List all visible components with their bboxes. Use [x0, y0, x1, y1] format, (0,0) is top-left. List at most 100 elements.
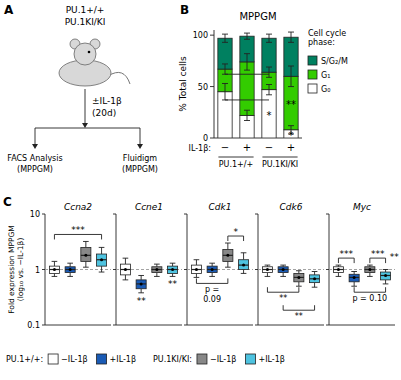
- treatment-label: (20d): [92, 108, 116, 118]
- error-cap: [288, 32, 294, 33]
- significance: **: [137, 296, 147, 306]
- whisker: [196, 260, 197, 265]
- whisker-cap: [209, 276, 215, 277]
- plot-area: [116, 258, 182, 293]
- whisker-cap: [280, 276, 286, 277]
- x-axis: [187, 325, 253, 326]
- bar-segment: [262, 90, 276, 138]
- whisker: [70, 263, 71, 267]
- panel-label: A: [4, 3, 14, 17]
- box: [65, 267, 75, 273]
- box: [333, 267, 343, 273]
- legend-entry: S/G₂/M: [321, 57, 348, 66]
- flow-arrow-head: [32, 144, 38, 149]
- box: [223, 249, 233, 261]
- whisker-cap: [99, 272, 105, 273]
- whisker-cap: [265, 276, 271, 277]
- significance: ***: [71, 225, 85, 235]
- median-dot: [297, 276, 300, 279]
- y-tick: [210, 35, 214, 36]
- box: [278, 267, 288, 273]
- significance: ***: [340, 249, 354, 259]
- legend-title: Cell cyclephase:: [308, 29, 346, 47]
- whisker-cap: [367, 276, 373, 277]
- whisker: [54, 261, 55, 266]
- x-tick-label: +: [287, 142, 295, 153]
- x-axis: [116, 325, 182, 326]
- text-line: (log₁₀ vs. −IL-1β): [16, 238, 25, 302]
- mouse-head: [74, 43, 96, 65]
- whisker-cap: [52, 261, 58, 262]
- y-tick: [255, 325, 258, 326]
- median-dot: [282, 268, 285, 271]
- y-tick: [113, 325, 116, 326]
- median-dot: [140, 282, 143, 285]
- median-line: [152, 269, 162, 270]
- whisker: [141, 275, 142, 279]
- x-axis: [45, 325, 111, 326]
- flow-arrow: [85, 89, 86, 124]
- whisker-cap: [225, 267, 231, 268]
- whisker: [314, 283, 315, 288]
- box: [207, 266, 217, 272]
- y-tick: [326, 325, 329, 326]
- median-line: [168, 269, 178, 270]
- reference-line: [45, 269, 111, 270]
- significance-bracket: [267, 287, 298, 292]
- genotype-label: PU.1KI/KI: [65, 17, 106, 27]
- error-cap: [266, 42, 272, 43]
- significance: *: [289, 130, 294, 141]
- x-tick-label: −: [265, 142, 273, 153]
- y-tick: [210, 138, 214, 139]
- median-line: [223, 255, 233, 256]
- x-axis: [329, 325, 395, 326]
- whisker: [125, 275, 126, 280]
- median-dot: [337, 268, 340, 271]
- y-tick: [184, 269, 187, 270]
- text-line: phase:: [308, 38, 335, 47]
- error-bar: [291, 66, 292, 87]
- y-tick: [184, 214, 187, 215]
- whisker-cap: [67, 276, 73, 277]
- legend-group-label: PU.1KI/KI:: [153, 355, 192, 364]
- whisker: [369, 273, 370, 277]
- median-line: [49, 269, 59, 270]
- whisker: [54, 273, 55, 276]
- significance-bracket: [283, 305, 314, 310]
- whisker-cap: [312, 287, 318, 288]
- whisker: [354, 282, 355, 286]
- error-cap: [266, 94, 272, 95]
- error-cap: [266, 77, 272, 78]
- significance: *: [233, 227, 238, 237]
- plot-area: [187, 243, 253, 277]
- legend-swatch: [308, 56, 317, 65]
- comparison-line: [225, 74, 269, 75]
- box: [136, 280, 146, 289]
- error-cap: [244, 120, 250, 121]
- flow-arrow-head: [82, 123, 88, 128]
- median-line: [349, 277, 359, 278]
- y-tick: [255, 269, 258, 270]
- whisker-cap: [241, 252, 247, 253]
- whisker-cap: [265, 265, 271, 266]
- box: [81, 247, 91, 261]
- whisker-cap: [296, 286, 302, 287]
- error-cap: [266, 67, 272, 68]
- flow-arrow-head: [137, 144, 143, 149]
- reference-line: [329, 269, 395, 270]
- error-bar: [225, 64, 226, 74]
- treatment-label: ±IL-1β: [92, 96, 122, 106]
- whisker-cap: [123, 258, 129, 259]
- box: [97, 254, 107, 266]
- median-line: [97, 259, 107, 260]
- median-line: [239, 265, 249, 266]
- whisker-cap: [83, 267, 89, 268]
- plot-area: [258, 265, 324, 287]
- median-dot: [368, 268, 371, 271]
- whisker: [298, 282, 299, 286]
- whisker-cap: [194, 277, 200, 278]
- legend-swatch: [308, 70, 317, 79]
- y-tick: [113, 269, 116, 270]
- legend-entry: −IL-1β: [210, 355, 236, 364]
- error-cap: [222, 34, 228, 35]
